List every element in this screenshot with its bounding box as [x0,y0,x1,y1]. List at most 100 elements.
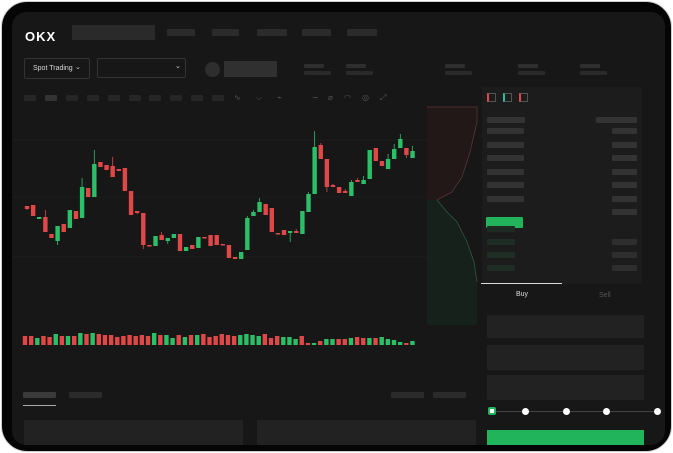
settings-icon[interactable]: ◎ [362,93,369,102]
candle-down [343,191,348,193]
pair-selector[interactable]: ⌄ [97,58,186,78]
volume-bar [176,335,181,345]
bid-size [612,239,637,245]
tab-sell[interactable]: Sell [599,292,611,299]
book-both-icon[interactable] [487,93,496,102]
tab-order-history[interactable] [69,392,102,398]
ask-price [487,182,524,188]
timeframe-button[interactable] [129,95,141,101]
candle-down [355,180,360,182]
volume-bar [84,334,89,345]
line-draw-icon[interactable]: ∼ [312,93,319,102]
candle-down [159,235,164,240]
chevron-down-icon: ⌄ [175,63,181,70]
timeframe-button[interactable] [24,95,36,101]
indicator-icon[interactable]: ⌵ [256,93,263,102]
gauge-icon[interactable]: ◠ [344,93,351,102]
candle-up [245,218,250,250]
amount-input[interactable] [487,345,644,370]
candle-down [147,245,152,247]
nav-item[interactable] [167,29,195,36]
stat-label [304,64,324,68]
slider-handle[interactable] [488,407,496,415]
slider-step[interactable] [522,408,529,415]
candlestick-chart[interactable] [12,12,482,352]
stat-value [518,71,545,75]
candle-down [86,188,91,197]
volume-bar [330,339,335,345]
orderbook-header [487,117,525,123]
timeframe-button[interactable] [87,95,99,101]
bid-size [612,252,637,258]
nav-item[interactable] [257,29,287,36]
tab-buy[interactable]: Buy [516,291,529,298]
volume-bar [361,338,366,345]
candle-up [183,247,189,251]
slider-step[interactable] [563,408,570,415]
volume-bar [268,338,274,345]
volume-bar [299,336,304,345]
candle-down [275,233,281,235]
timeframe-icon[interactable]: ⌁ [277,93,282,102]
book-bids-icon[interactable] [503,93,512,102]
slider-step[interactable] [603,408,610,415]
timeframe-button[interactable] [66,95,78,101]
candle-down [330,185,336,187]
assets-panel [257,420,476,445]
trading-screen: OKX Spot Trading ⌄ ⌄ Buy Sell [12,12,665,445]
stat-label [580,64,600,68]
volume-bar [262,334,268,345]
candle-down [49,234,54,238]
book-asks-icon[interactable] [519,93,528,102]
volume-bar [133,336,138,345]
candle-down [61,224,66,232]
depth-chart [427,106,478,325]
candle-down [404,148,409,155]
volume-bar [305,343,311,345]
filter-button[interactable] [391,392,424,398]
candle-up [67,210,73,228]
candle-down [373,148,379,161]
spot-trading-selector[interactable]: Spot Trading ⌄ [24,58,90,79]
timeframe-button[interactable] [170,95,182,101]
volume-bar [121,336,126,345]
fullscreen-icon[interactable]: ⤢ [380,93,387,102]
volume-bar [65,336,71,345]
volume-bar [379,337,384,345]
candle-up [385,159,391,169]
candle-down [98,162,103,167]
total-input[interactable] [487,375,644,400]
volume-bar [410,341,415,345]
timeframe-button[interactable] [149,95,161,101]
slider-step[interactable] [654,408,661,415]
nav-item[interactable] [302,29,331,36]
timeframe-button[interactable] [108,95,120,101]
nav-item[interactable] [347,29,377,36]
volume-bar [188,335,194,345]
search-input[interactable] [72,25,155,40]
candle-up [287,231,293,233]
candle-down [202,237,207,239]
ask-price [487,155,524,161]
candlestick-type-icon[interactable]: ∿ [234,93,241,102]
price-input[interactable] [487,315,644,338]
pencil-icon[interactable]: ⌀ [328,93,333,102]
volume-bar [115,337,120,345]
nav-item[interactable] [212,29,239,36]
tab-open-orders[interactable] [23,392,56,398]
filter-button[interactable] [433,392,466,398]
timeframe-button[interactable] [45,95,57,101]
candle-down [73,211,79,219]
candle-up [306,194,311,212]
order-book [482,87,642,284]
volume-bar [151,333,157,345]
buy-submit-button[interactable] [487,430,644,445]
timeframe-button[interactable] [212,95,224,101]
amount-slider[interactable] [488,407,661,415]
bid-price [487,252,515,258]
volume-bar [225,335,231,345]
volume-bar [158,335,163,345]
orderbook-header [596,117,637,123]
timeframe-button[interactable] [191,95,203,101]
